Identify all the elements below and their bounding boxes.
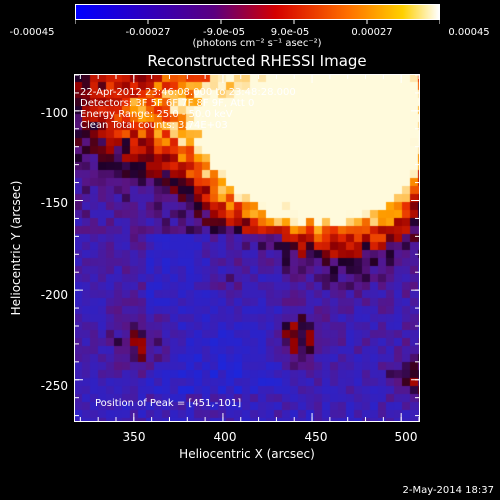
info-energy-range: Energy Range: 25.0 - 50.0 keV (80, 109, 233, 120)
x-tick-label-3: 500 (394, 430, 418, 444)
y-tick-label-0: -100 (40, 106, 68, 120)
colorbar-tick-label-5: 0.00045 (448, 27, 490, 38)
colorbar-tick-label-1: -0.00027 (125, 27, 171, 38)
colorbar-tick-label-2: -9.0e-05 (203, 27, 245, 38)
y-axis-title: Heliocentric Y (arcsec) (9, 180, 23, 316)
colorbar-ticks (75, 19, 440, 24)
colorbar-tick-label-0: -0.00045 (9, 27, 55, 38)
colorbar-tick-label-3: 9.0e-05 (270, 27, 310, 38)
y-tick-label-3: -250 (40, 379, 68, 393)
y-tick-label-2: -200 (40, 288, 68, 302)
peak-position-label: Position of Peak = [451,-101] (95, 398, 242, 409)
x-tick-label-2: 450 (304, 430, 328, 444)
x-tick-label-0: 350 (122, 430, 146, 444)
colorbar (75, 4, 440, 20)
colorbar-tick-label-4: 0.00027 (351, 27, 393, 38)
info-detectors: Detectors: 3F 5F 6F 7F 8F 9F, Att 0 (80, 98, 255, 109)
x-tick-label-1: 400 (213, 430, 237, 444)
timestamp: 2-May-2014 18:37 (402, 485, 494, 496)
y-tick-label-1: -150 (40, 196, 68, 210)
image-map (74, 74, 420, 422)
x-axis-title: Heliocentric X (arcsec) (179, 447, 315, 461)
info-time-range: 22-Apr-2012 23:46:08.000 to 23:48:28.000 (80, 87, 296, 98)
info-clean-counts: Clean Total counts: 3.74E+03 (80, 120, 228, 131)
colorbar-unit-label: (photons cm⁻² s⁻¹ asec⁻²) (192, 38, 322, 49)
plot-title: Reconstructed RHESSI Image (147, 52, 367, 70)
plot-frame (74, 74, 420, 422)
